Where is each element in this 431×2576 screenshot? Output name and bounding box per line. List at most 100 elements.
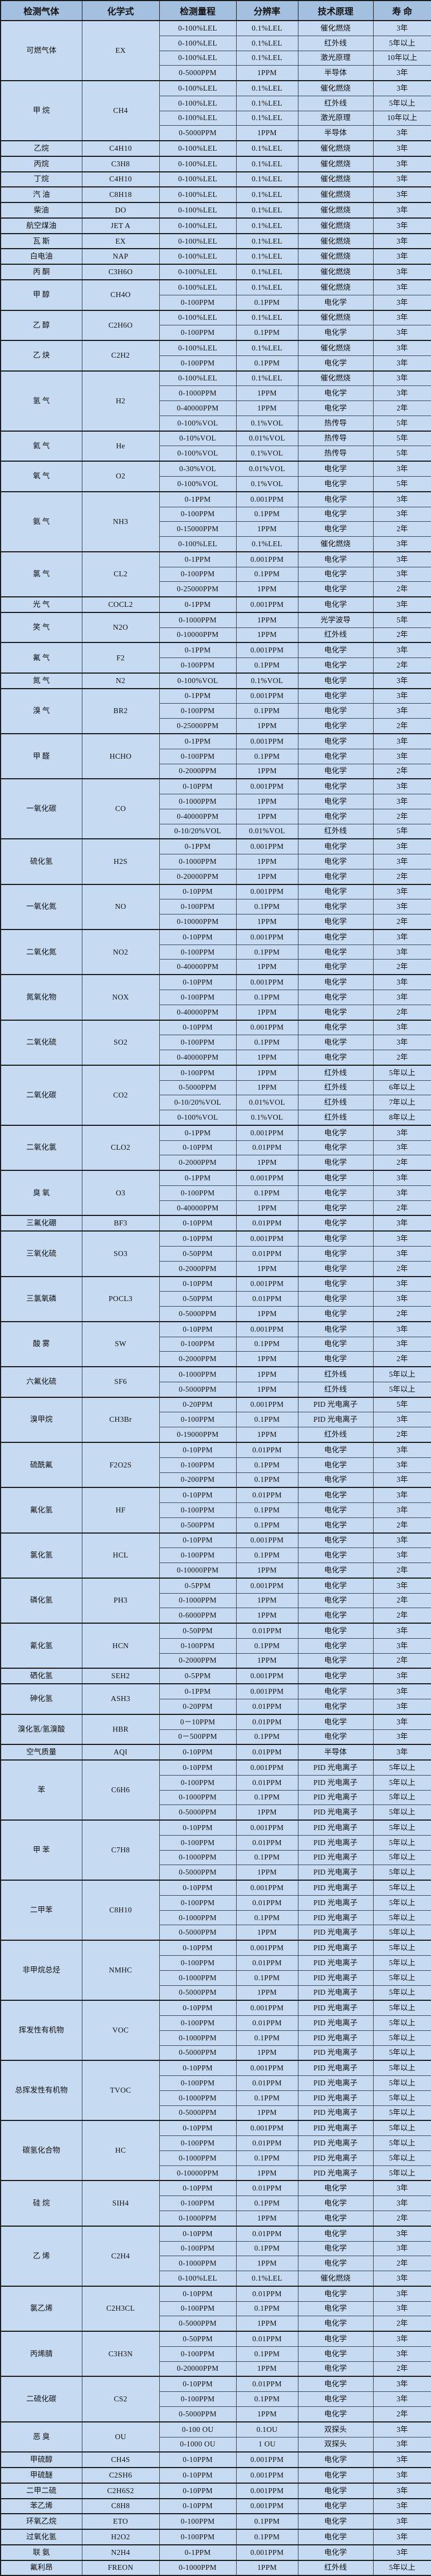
range-cell: 0-5000PPM	[159, 1985, 237, 2001]
gas-name-cell: 氮氧化物	[0, 974, 82, 1021]
lifespan-cell: 3年	[373, 2482, 431, 2499]
table-row: 0-10/20%VOL 0.01%VOL 红外线 5年	[1, 823, 431, 839]
lifespan-cell: 3年	[373, 370, 431, 387]
principle-cell: 电化学	[297, 1155, 374, 1171]
range-cell: 0-5000PPM	[159, 2316, 237, 2332]
lifespan-cell: 3年	[373, 248, 431, 265]
table-row: 0-100%VOL 0.1%VOL 热传导 5年	[1, 446, 431, 462]
principle-cell: 电化学	[297, 1502, 374, 1518]
principle-cell: 电化学	[297, 2361, 374, 2377]
range-cell: 0-10PPM	[159, 928, 237, 945]
lifespan-cell: 2年	[373, 657, 431, 674]
lifespan-cell: 3年	[373, 2467, 431, 2484]
lifespan-cell: 2年	[373, 2316, 431, 2332]
resolution-cell: 0.1%LEL	[236, 35, 298, 51]
resolution-cell: 0.01PPM	[236, 2285, 298, 2302]
principle-cell: 电化学	[297, 596, 374, 613]
range-cell: 0-1000PPM	[159, 1850, 237, 1866]
resolution-cell: 0.1PPM	[236, 2030, 298, 2046]
gas-name-cell: 甲 醛	[0, 733, 82, 779]
range-cell: 0-10PPM	[159, 974, 237, 991]
table-row: 0-1000PPM 1PPM 电化学 3年	[1, 385, 431, 402]
table-row: 0-20PPM 0.01PPM 电化学 3年	[1, 1698, 431, 1715]
resolution-cell: 1PPM	[236, 2165, 298, 2181]
resolution-cell: 1PPM	[236, 1608, 298, 1624]
formula-cell: DO	[81, 202, 160, 219]
table-row: 氯化氢 HCL 0-10PPM 0.001PPM 电化学 3年	[0, 1532, 431, 1579]
table-row: 0-100%LEL 0.1%LEL 催化燃烧 3年	[1, 536, 431, 552]
principle-cell: 电化学	[297, 1441, 374, 1458]
range-cell: 0-1PPM	[159, 1124, 237, 1141]
resolution-cell: 0.01PPM	[236, 1835, 298, 1851]
table-row: 氰化氢 HCN 0-50PPM 0.01PPM 电化学 3年	[0, 1623, 431, 1669]
principle-cell: PID 光电离子	[297, 1865, 374, 1881]
principle-cell: 催化燃烧	[297, 2271, 374, 2287]
resolution-cell: 0.001PPM	[236, 1577, 298, 1594]
range-cell: 0-100PPM	[159, 1547, 237, 1564]
lifespan-cell: 5年以上	[373, 95, 431, 111]
resolution-cell: 0.1%LEL	[236, 370, 298, 387]
formula-cell: F2O2S	[81, 1441, 160, 1488]
table-row: 瓦 斯 EX 0-100%LEL 0.1%LEL 催化燃烧 3年	[0, 233, 431, 249]
table-row: 氧 气 O2 0-30%VOL 0.01%VOL 电化学 3年	[0, 461, 431, 492]
table-row: 0-100PPM 0.1PPM 电化学 3年	[1, 1547, 431, 1564]
principle-cell: PID 光电离子	[297, 2135, 374, 2151]
lifespan-cell: 3年	[373, 355, 431, 372]
lifespan-cell: 3年	[373, 838, 431, 855]
resolution-cell: 0.1PPM	[236, 1789, 298, 1806]
table-row: 0-2000PPM 1PPM 电化学 2年	[1, 1155, 431, 1171]
table-row: 0-1000PPM 0.1PPM PID 光电离子 5年以上	[1, 2150, 431, 2166]
range-cell: 0-10PPM	[159, 883, 237, 900]
gas-name-cell: 柴油	[0, 202, 82, 219]
formula-cell: OU	[81, 2421, 160, 2453]
table-row: 0-40000PPM 1PPM 电化学 2年	[1, 1200, 431, 1216]
resolution-cell: 0.1PPM	[236, 294, 298, 311]
lifespan-cell: 5年以上	[373, 2045, 431, 2061]
table-row: 二氧化硫 SO2 0-10PPM 0.001PPM 电化学 3年	[0, 1019, 431, 1066]
principle-cell: 电化学	[297, 883, 374, 900]
lifespan-cell: 3年	[373, 2391, 431, 2407]
range-cell: 0-1000PPM	[159, 2030, 237, 2046]
range-cell: 0-20PPM	[159, 1698, 237, 1715]
formula-cell: C3H3N	[81, 2331, 160, 2377]
formula-cell: C8H8	[81, 2498, 160, 2514]
lifespan-cell: 5年以上	[373, 1880, 431, 1896]
range-cell: 0-20000PPM	[159, 868, 237, 885]
resolution-cell: 0.01PPM	[236, 2376, 298, 2392]
principle-cell: 电化学	[297, 1547, 374, 1564]
range-cell: 0-100PPM	[159, 1955, 237, 1971]
range-cell: 0-1PPM	[159, 1170, 237, 1186]
range-cell: 0-10000PPM	[159, 627, 237, 643]
gas-name-cell: 氢 气	[0, 370, 82, 432]
gas-name-cell: 二甲二硫	[0, 2482, 82, 2499]
lifespan-cell: 3年	[373, 688, 431, 704]
range-cell: 0-10PPM	[159, 1215, 237, 1232]
table-row: 二氧化碳 CO2 0-100PPM 1PPM 红外线 5年以上	[0, 1064, 431, 1126]
principle-cell: 电化学	[297, 2498, 374, 2514]
resolution-cell: 0.1PPM	[236, 355, 298, 372]
principle-cell: 电化学	[297, 1487, 374, 1504]
range-cell: 0-100PPM	[159, 1457, 237, 1473]
range-cell: 0-100PPM	[159, 2075, 237, 2091]
gas-name-cell: 硅 烷	[0, 2180, 82, 2227]
range-cell: 0-200PPM	[159, 1472, 237, 1488]
lifespan-cell: 5年以上	[373, 1985, 431, 2001]
formula-cell: O2	[81, 461, 160, 492]
principle-cell: 电化学	[297, 2544, 374, 2561]
table-row: 0-100PPM 0.1PPM 电化学 3年	[1, 2346, 431, 2362]
range-cell: 0-5000PPM	[159, 2105, 237, 2121]
range-cell: 0-100%LEL	[159, 186, 237, 203]
gas-name-cell: 硫酰氟	[0, 1441, 82, 1488]
gas-name-cell: 乙 炔	[0, 340, 82, 372]
lifespan-cell: 3年	[373, 1668, 431, 1684]
lifespan-cell: 5年以上	[373, 1940, 431, 1956]
lifespan-cell: 3年	[373, 536, 431, 552]
range-cell: 0-100%LEL	[159, 2271, 237, 2287]
table-row: 0-100PPM 0.1PPM 电化学 3年	[1, 1638, 431, 1654]
resolution-cell: 1PPM	[236, 1155, 298, 1171]
resolution-cell: 1PPM	[236, 1653, 298, 1669]
table-row: 空气质量 AQI 0-10PPM 0.01PPM 半导体 3年	[0, 1744, 431, 1761]
range-cell: 0-100PPM	[159, 899, 237, 915]
principle-cell: PID 光电离子	[297, 1396, 374, 1413]
